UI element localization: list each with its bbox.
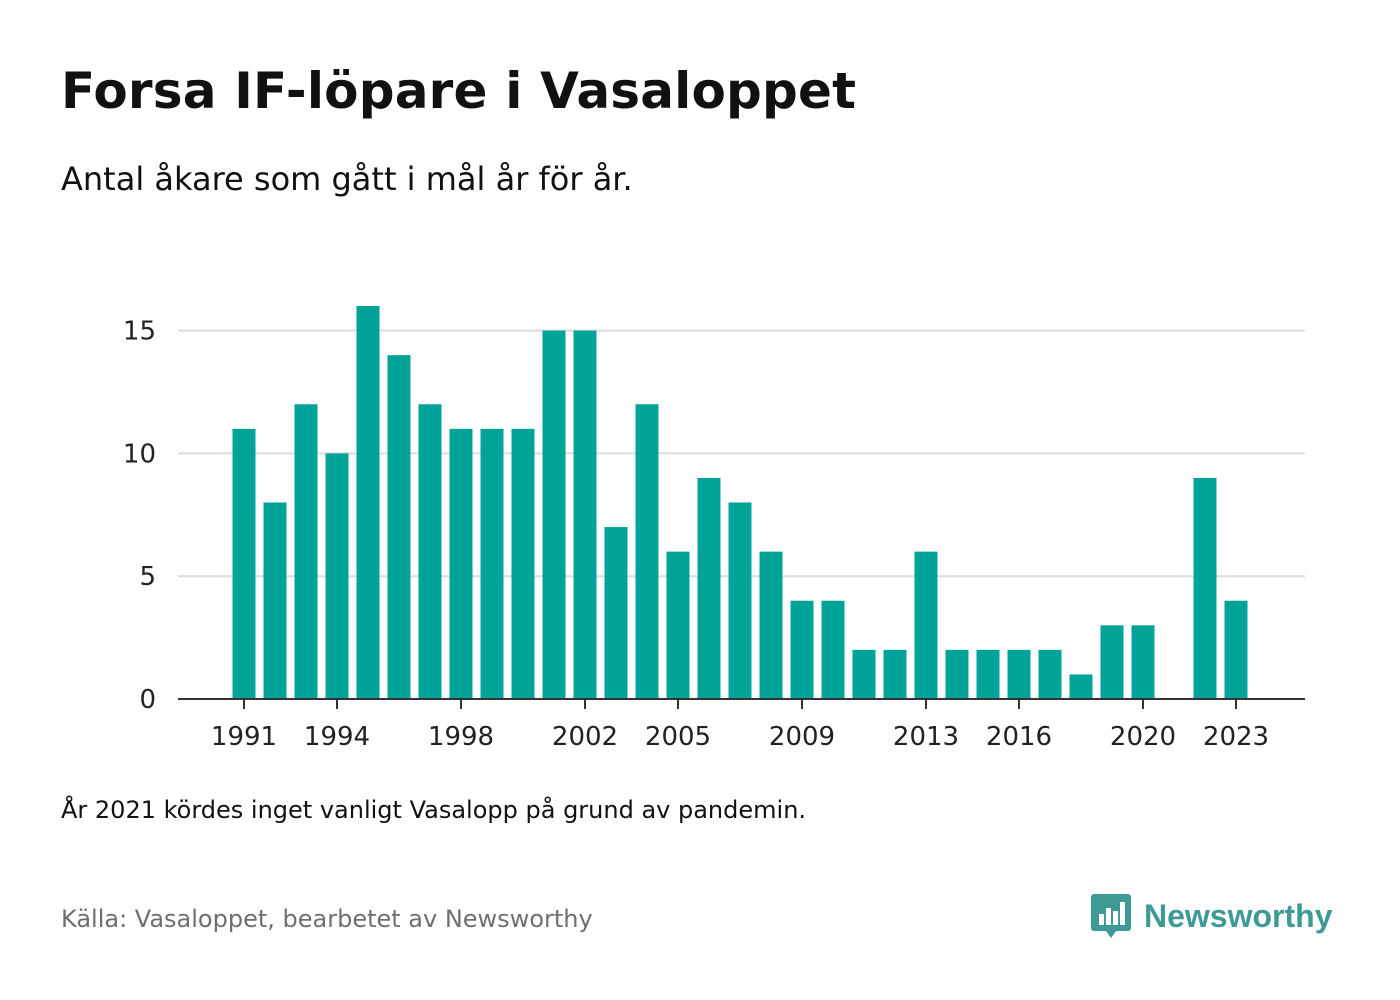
bars [232, 306, 1248, 699]
bar-2008 [759, 551, 783, 699]
bar-1994 [325, 453, 349, 699]
bar-2006 [697, 477, 721, 699]
bar-1991 [232, 428, 256, 699]
bar-2014 [945, 649, 969, 699]
x-tick-label: 1994 [304, 722, 370, 752]
bar-2002 [573, 330, 597, 699]
bar-2009 [790, 600, 814, 699]
chart-subtitle: Antal åkare som gått i mål år för år. [61, 160, 633, 198]
x-tick-label: 2023 [1203, 722, 1269, 752]
bar-2019 [1100, 625, 1124, 699]
x-tick-label: 1991 [211, 722, 277, 752]
y-tick-label: 5 [139, 562, 156, 592]
x-tick-label: 2016 [986, 722, 1052, 752]
bar-2004 [635, 404, 659, 699]
y-axis-ticks: 0 5 10 15 [123, 317, 156, 715]
brand-logo: Newsworthy [1090, 892, 1332, 940]
newsworthy-logo-icon [1091, 894, 1131, 938]
bar-1999 [480, 428, 504, 699]
bar-1992 [263, 502, 287, 699]
bar-2016 [1007, 649, 1031, 699]
x-tick-label: 2002 [552, 722, 618, 752]
chart-title: Forsa IF-löpare i Vasaloppet [61, 62, 857, 120]
bar-2001 [542, 330, 566, 699]
x-tick-label: 2005 [645, 722, 711, 752]
x-tick-label: 2009 [769, 722, 835, 752]
bar-2020 [1131, 625, 1155, 699]
bar-1996 [387, 355, 411, 699]
bar-1993 [294, 404, 318, 699]
bar-2011 [852, 649, 876, 699]
bar-2007 [728, 502, 752, 699]
bar-2000 [511, 428, 535, 699]
bar-2015 [976, 649, 1000, 699]
bar-2012 [883, 649, 907, 699]
y-tick-label: 10 [123, 439, 156, 469]
x-axis-ticks: 1991 1994 1998 2002 2005 2009 2013 2016 2020 2023 [211, 699, 1269, 752]
bar-2005 [666, 551, 690, 699]
bar-1997 [418, 404, 442, 699]
y-tick-label: 0 [139, 685, 156, 715]
y-tick-label: 15 [123, 317, 156, 347]
bar-2018 [1069, 674, 1093, 699]
bar-2023 [1224, 600, 1248, 699]
bar-2017 [1038, 649, 1062, 699]
x-tick-label: 2013 [893, 722, 959, 752]
brand-name: Newsworthy [1144, 897, 1333, 934]
bar-1998 [449, 428, 473, 699]
footnote: År 2021 kördes inget vanligt Vasalopp på… [61, 796, 807, 824]
x-tick-label: 1998 [428, 722, 494, 752]
bar-2003 [604, 527, 628, 699]
bar-2010 [821, 600, 845, 699]
bar-1995 [356, 306, 380, 699]
source-credit: Källa: Vasaloppet, bearbetet av Newswort… [61, 905, 593, 933]
bar-2013 [914, 551, 938, 699]
x-tick-label: 2020 [1110, 722, 1176, 752]
bar-2022 [1193, 477, 1217, 699]
